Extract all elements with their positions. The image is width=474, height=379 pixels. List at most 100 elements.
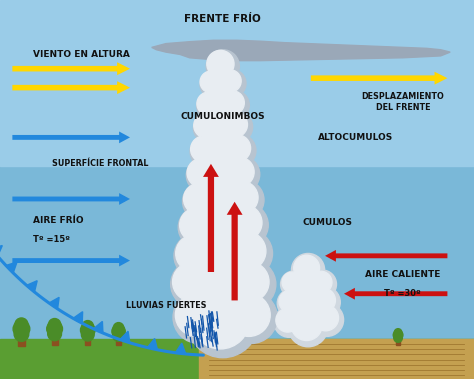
Polygon shape: [0, 339, 474, 379]
Text: ALTOCUMULOS: ALTOCUMULOS: [318, 133, 393, 142]
Circle shape: [81, 323, 95, 337]
Circle shape: [224, 180, 264, 220]
Circle shape: [176, 235, 213, 272]
Circle shape: [281, 271, 307, 298]
Circle shape: [223, 134, 256, 167]
Circle shape: [279, 290, 301, 312]
Circle shape: [202, 134, 238, 169]
Polygon shape: [93, 321, 103, 333]
Circle shape: [206, 50, 239, 83]
Circle shape: [225, 230, 273, 277]
Polygon shape: [27, 281, 37, 292]
Text: DESPLAZAMIENTO
DEL FRENTE: DESPLAZAMIENTO DEL FRENTE: [362, 92, 444, 111]
Circle shape: [308, 270, 337, 299]
Circle shape: [190, 136, 222, 168]
Text: Tº =15º: Tº =15º: [33, 235, 70, 244]
Circle shape: [290, 269, 326, 305]
Polygon shape: [6, 262, 17, 273]
Polygon shape: [147, 338, 157, 350]
Polygon shape: [0, 166, 474, 379]
Circle shape: [203, 111, 237, 145]
Circle shape: [195, 230, 246, 281]
Circle shape: [207, 50, 234, 78]
Circle shape: [227, 260, 276, 309]
Circle shape: [113, 323, 124, 333]
Circle shape: [276, 309, 300, 332]
Circle shape: [394, 334, 402, 342]
Polygon shape: [52, 336, 57, 345]
Circle shape: [200, 71, 227, 97]
Circle shape: [174, 233, 219, 279]
Polygon shape: [0, 0, 474, 166]
Circle shape: [225, 157, 254, 187]
Circle shape: [224, 156, 260, 192]
Circle shape: [178, 207, 220, 248]
Circle shape: [197, 92, 220, 116]
Polygon shape: [120, 331, 130, 343]
Text: CUMULONIMBOS: CUMULONIMBOS: [181, 111, 265, 121]
Circle shape: [311, 288, 336, 313]
Circle shape: [225, 203, 268, 247]
Circle shape: [394, 329, 402, 336]
Polygon shape: [85, 337, 91, 345]
Circle shape: [228, 294, 270, 337]
Circle shape: [183, 183, 215, 215]
Circle shape: [294, 255, 319, 281]
Text: LLUVIAS FUERTES: LLUVIAS FUERTES: [126, 301, 206, 310]
Circle shape: [227, 232, 266, 271]
Circle shape: [313, 305, 338, 331]
Circle shape: [180, 208, 214, 242]
Circle shape: [191, 136, 217, 163]
Text: Tº =30º: Tº =30º: [384, 289, 421, 298]
Circle shape: [190, 256, 256, 322]
Circle shape: [228, 262, 269, 302]
Circle shape: [112, 325, 125, 338]
Polygon shape: [49, 298, 59, 309]
Polygon shape: [73, 312, 82, 323]
Text: VIENTO EN ALTURA: VIENTO EN ALTURA: [33, 50, 130, 59]
Circle shape: [291, 310, 322, 340]
Circle shape: [292, 271, 321, 299]
Text: AIRE CALIENTE: AIRE CALIENTE: [365, 270, 440, 279]
Circle shape: [187, 158, 216, 187]
Circle shape: [277, 289, 306, 318]
Circle shape: [289, 287, 327, 324]
Text: FRENTE FRÍO: FRENTE FRÍO: [184, 14, 261, 24]
Circle shape: [204, 89, 237, 122]
Polygon shape: [396, 340, 400, 345]
Circle shape: [48, 327, 62, 341]
Circle shape: [197, 92, 225, 121]
Circle shape: [310, 303, 344, 337]
Circle shape: [205, 68, 236, 99]
Circle shape: [187, 287, 258, 358]
Circle shape: [201, 132, 245, 176]
Circle shape: [13, 321, 30, 337]
Circle shape: [292, 254, 325, 287]
Circle shape: [82, 328, 94, 341]
Circle shape: [193, 113, 224, 143]
Circle shape: [226, 205, 262, 241]
Circle shape: [194, 113, 219, 138]
Circle shape: [288, 307, 328, 347]
Polygon shape: [152, 40, 450, 61]
Circle shape: [171, 261, 218, 308]
Circle shape: [309, 287, 340, 318]
Circle shape: [200, 71, 222, 93]
Circle shape: [199, 154, 246, 201]
Circle shape: [201, 156, 240, 195]
Circle shape: [48, 318, 61, 331]
Circle shape: [193, 259, 247, 314]
Circle shape: [220, 91, 249, 120]
Polygon shape: [18, 337, 25, 346]
Circle shape: [47, 321, 63, 337]
Circle shape: [310, 271, 332, 293]
Circle shape: [226, 181, 258, 214]
Circle shape: [219, 70, 246, 97]
Circle shape: [221, 111, 253, 143]
Circle shape: [15, 318, 28, 331]
Circle shape: [274, 307, 304, 337]
Circle shape: [393, 330, 403, 340]
Circle shape: [182, 182, 220, 220]
Circle shape: [203, 88, 243, 128]
Circle shape: [82, 321, 93, 332]
